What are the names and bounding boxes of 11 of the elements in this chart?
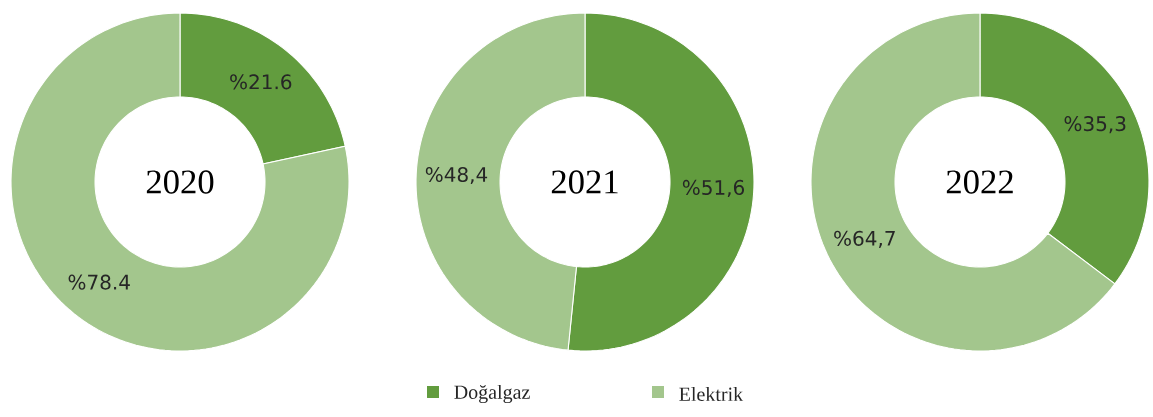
data-label: %21.6 bbox=[230, 74, 292, 90]
text: 2022 bbox=[946, 170, 1013, 194]
legend-label: Doğalgaz bbox=[454, 384, 530, 404]
legend-label: Elektrik bbox=[679, 386, 744, 401]
data-label: %51,6 bbox=[682, 179, 745, 198]
text: 2020 bbox=[146, 170, 214, 194]
data-label: %35,3 bbox=[1064, 116, 1126, 134]
text: 2021 bbox=[551, 170, 618, 194]
data-label: %48,4 bbox=[425, 166, 488, 185]
data-label: %78.4 bbox=[68, 274, 130, 290]
data-label: %64,7 bbox=[834, 230, 895, 248]
